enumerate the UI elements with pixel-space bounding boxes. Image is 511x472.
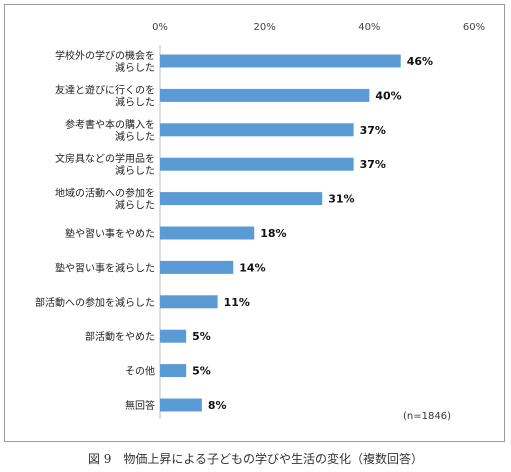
value-label: 31% — [328, 193, 354, 206]
x-tick-label: 0% — [152, 22, 168, 33]
bar — [160, 364, 187, 378]
bar — [160, 226, 255, 240]
bar — [160, 192, 323, 206]
sample-size-note: (n=1846) — [403, 411, 451, 422]
x-tick-label: 40% — [358, 22, 380, 33]
category-label: 地域の活動への参加を減らした — [55, 187, 155, 212]
figure-caption: 図 9 物価上昇による子どもの学びや生活の変化（複数回答） — [87, 452, 424, 466]
bar — [160, 157, 354, 171]
category-label: 文房具などの学用品を減らした — [55, 152, 155, 177]
value-label: 46% — [407, 55, 433, 68]
value-label: 14% — [239, 261, 265, 274]
chart-frame: 0% 20% 40% 60% 46% 学校外の学びの機会を減らした 40% 友達と遊びに行く… — [4, 4, 505, 442]
bar — [160, 88, 370, 102]
category-label: 友達と遊びに行くのを減らした — [55, 83, 155, 108]
bars-group — [160, 54, 401, 412]
bar — [160, 54, 401, 68]
category-label: その他 — [125, 365, 155, 378]
category-label: 参考書や本の購入を減らした — [65, 118, 155, 143]
value-label: 8% — [208, 399, 227, 412]
value-label: 5% — [192, 330, 211, 343]
value-label: 37% — [360, 124, 386, 137]
category-label: 塾や習い事をやめた — [65, 227, 155, 240]
value-label: 5% — [192, 365, 211, 378]
x-tick-label: 20% — [254, 22, 276, 33]
value-label: 11% — [224, 296, 250, 309]
category-label: 塾や習い事を減らした — [55, 261, 155, 274]
bar-chart: 0% 20% 40% 60% 46% 学校外の学びの機会を減らした 40% 友達と遊びに行く… — [35, 22, 485, 422]
bar — [160, 123, 354, 137]
axis-group: 0% 20% 40% 60% — [152, 22, 485, 419]
bar — [160, 329, 187, 343]
bar — [160, 295, 218, 309]
value-label: 37% — [360, 158, 386, 171]
value-label: 18% — [260, 227, 286, 240]
category-label: 部活動をやめた — [85, 330, 155, 343]
bar — [160, 260, 234, 274]
bar — [160, 398, 202, 412]
category-label: 部活動への参加を減らした — [35, 296, 155, 309]
x-tick-label: 60% — [463, 22, 485, 33]
category-label: 無回答 — [125, 399, 155, 412]
category-label: 学校外の学びの機会を減らした — [55, 49, 155, 74]
value-label: 40% — [375, 89, 401, 102]
labels-group: 46% 学校外の学びの機会を減らした 40% 友達と遊びに行くのを減らした 37% 参考書… — [35, 49, 433, 412]
